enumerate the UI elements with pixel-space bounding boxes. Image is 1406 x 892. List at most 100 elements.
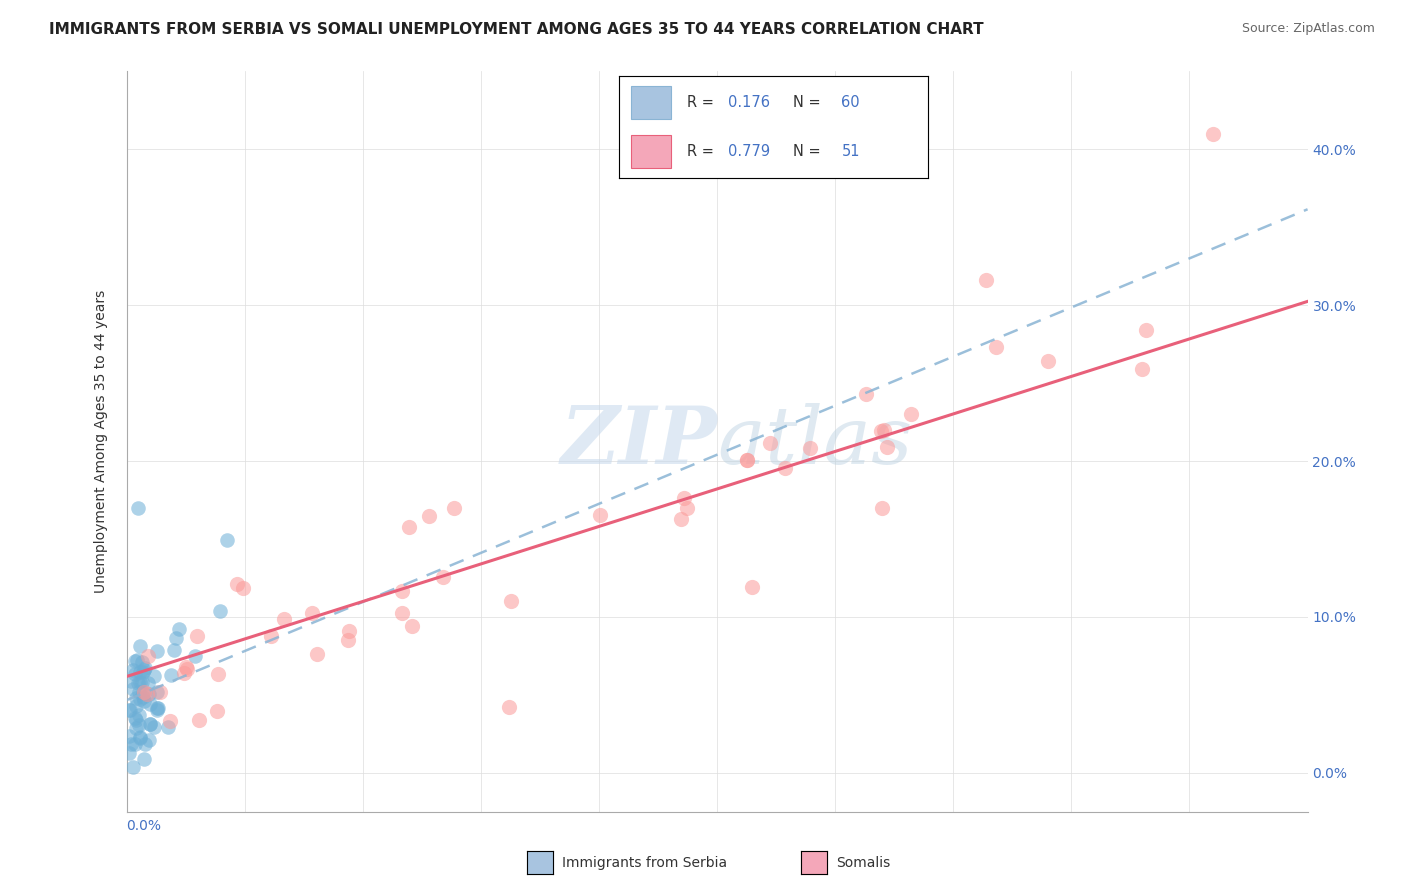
Point: [132, 685, 155, 699]
Point: [146, 644, 169, 658]
Text: N =: N =: [793, 95, 825, 110]
Point: [138, 717, 160, 731]
Point: [142, 720, 165, 734]
Y-axis label: Unemployment Among Ages 35 to 44 years: Unemployment Among Ages 35 to 44 years: [94, 290, 108, 593]
Text: 0.176: 0.176: [728, 95, 770, 110]
Point: [134, 663, 156, 677]
Text: R =: R =: [686, 145, 718, 160]
Point: [149, 684, 172, 698]
Point: [900, 407, 922, 421]
Point: [118, 747, 141, 761]
Point: [173, 666, 195, 681]
Point: [205, 704, 228, 718]
Point: [226, 576, 249, 591]
Point: [145, 701, 167, 715]
Point: [128, 685, 150, 699]
Point: [125, 699, 148, 714]
Text: 60: 60: [841, 95, 860, 110]
Point: [443, 500, 465, 515]
Point: [169, 623, 191, 637]
Point: [121, 663, 143, 677]
Point: [1135, 323, 1157, 337]
Point: [127, 653, 149, 667]
Point: [589, 508, 612, 522]
Point: [855, 386, 877, 401]
Point: [134, 752, 156, 766]
Point: [146, 702, 169, 716]
Point: [186, 630, 208, 644]
Point: [305, 647, 328, 661]
Text: 51: 51: [841, 145, 860, 160]
Point: [398, 520, 420, 534]
Point: [128, 665, 150, 679]
Point: [735, 453, 758, 467]
Point: [124, 654, 146, 668]
Point: [498, 700, 520, 714]
Point: [870, 424, 893, 438]
Point: [129, 731, 152, 745]
Point: [876, 440, 898, 454]
Point: [136, 648, 159, 663]
Text: Source: ZipAtlas.com: Source: ZipAtlas.com: [1241, 22, 1375, 36]
Point: [187, 713, 209, 727]
Point: [118, 703, 141, 717]
Point: [159, 714, 181, 728]
Point: [134, 661, 156, 675]
Point: [128, 718, 150, 732]
Bar: [631, 87, 671, 119]
Point: [129, 731, 152, 745]
Point: [735, 453, 758, 467]
Point: [125, 721, 148, 735]
Point: [124, 667, 146, 681]
Point: [215, 533, 238, 547]
Point: [127, 676, 149, 690]
Point: [138, 676, 160, 690]
Point: [124, 738, 146, 752]
Point: [671, 512, 693, 526]
Point: [124, 711, 146, 725]
Point: [135, 687, 157, 701]
Point: [128, 639, 150, 653]
Point: [676, 500, 699, 515]
Point: [273, 612, 295, 626]
Point: [139, 698, 162, 712]
Point: [156, 720, 179, 734]
Point: [432, 569, 454, 583]
Point: [121, 682, 143, 697]
Point: [741, 581, 763, 595]
Point: [775, 461, 797, 475]
Text: R =: R =: [686, 95, 718, 110]
Point: [128, 708, 150, 723]
Point: [138, 732, 160, 747]
Text: atlas: atlas: [717, 403, 912, 480]
Text: IMMIGRANTS FROM SERBIA VS SOMALI UNEMPLOYMENT AMONG AGES 35 TO 44 YEARS CORRELAT: IMMIGRANTS FROM SERBIA VS SOMALI UNEMPLO…: [49, 22, 984, 37]
Text: 0.0%: 0.0%: [127, 819, 162, 833]
Point: [1130, 362, 1153, 376]
Point: [1036, 354, 1059, 368]
Point: [673, 491, 696, 506]
Point: [872, 500, 894, 515]
Point: [131, 674, 153, 689]
Point: [165, 631, 187, 645]
Point: [125, 713, 148, 727]
Point: [132, 685, 155, 699]
Point: [174, 660, 197, 674]
Text: Somalis: Somalis: [837, 855, 891, 870]
Point: [139, 716, 162, 731]
Point: [142, 668, 165, 682]
Point: [984, 340, 1007, 354]
Point: [260, 629, 283, 643]
Point: [799, 442, 821, 456]
Point: [873, 423, 896, 437]
Text: Immigrants from Serbia: Immigrants from Serbia: [562, 855, 727, 870]
Point: [176, 662, 198, 676]
Point: [128, 675, 150, 690]
Point: [134, 737, 156, 751]
Point: [120, 737, 142, 751]
Point: [148, 701, 170, 715]
Point: [974, 273, 997, 287]
Point: [499, 594, 522, 608]
Point: [1202, 127, 1225, 141]
Point: [391, 583, 413, 598]
Point: [128, 692, 150, 706]
